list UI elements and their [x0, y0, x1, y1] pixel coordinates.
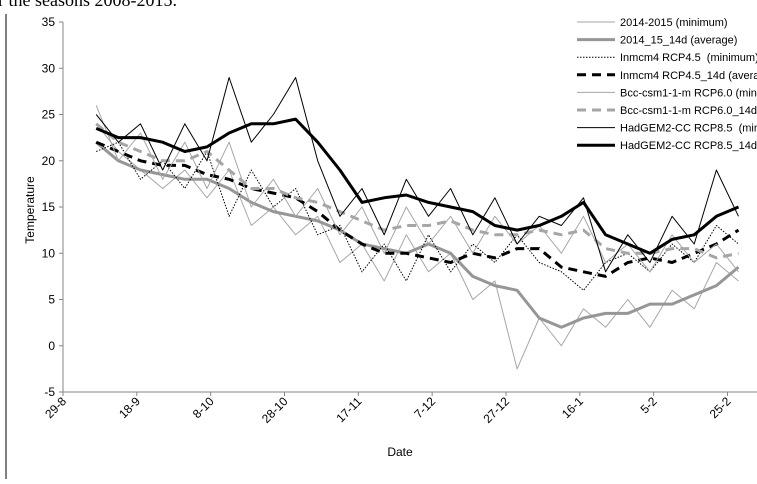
x-tick-label: 5-2 [638, 394, 660, 416]
legend-bg [573, 137, 757, 155]
legend-label: HadGEM2-CC RCP8.5_14d (average) [620, 140, 757, 152]
x-tick-label: 7-12 [411, 394, 438, 421]
x-tick-label: 27-12 [480, 394, 512, 426]
x-tick-label: 25-2 [707, 394, 734, 421]
series-line [95, 141, 740, 329]
legend-bg [573, 119, 757, 138]
y-tick-label: 5 [48, 293, 55, 307]
legend-label: Inmcm4 RCP4.5 (minimum) [620, 52, 757, 64]
x-axis-label: Date [387, 445, 413, 459]
y-tick-label: -5 [44, 385, 55, 399]
legend-bg [573, 14, 757, 32]
legend-bg [573, 84, 757, 102]
legend-bg [573, 102, 757, 120]
legend-label: Bcc-csm1-1-m RCP6.0 (minimum) [620, 87, 757, 99]
series-line [95, 117, 740, 255]
caption: r the seasons 2008-2015. [0, 0, 177, 10]
x-tick-label: 17-11 [333, 394, 364, 425]
legend-label: HadGEM2-CC RCP8.5 (minimum) [620, 123, 757, 135]
y-tick-label: 0 [48, 339, 55, 353]
legend-bg [573, 49, 757, 67]
y-tick-label: 35 [42, 15, 56, 29]
x-tick-label: 8-10 [190, 394, 217, 421]
y-tick-label: 25 [42, 108, 56, 122]
legend-bg [573, 31, 757, 50]
legend-label: 2014-2015 (minimum) [620, 17, 728, 29]
y-tick-label: 20 [42, 154, 56, 168]
y-tick-label: 15 [42, 200, 56, 214]
series-line [95, 123, 739, 370]
series-line [95, 105, 739, 273]
legend-label: 2014_15_14d (average) [620, 35, 737, 47]
x-tick-label: 18-9 [116, 394, 143, 421]
legend-label: Inmcm4 RCP4.5_14d (average) [620, 70, 757, 82]
series-line [95, 140, 740, 278]
legend-label: Bcc-csm1-1-m RCP6.0_14d (average) [620, 105, 757, 117]
x-tick-label: 16-1 [559, 394, 586, 421]
x-tick-label: 28-10 [259, 394, 291, 426]
y-tick-label: 30 [42, 61, 56, 75]
series-line [96, 141, 739, 291]
y-tick-label: 10 [42, 246, 56, 260]
y-axis-label: Temperature [23, 176, 37, 244]
legend-bg [573, 66, 757, 85]
